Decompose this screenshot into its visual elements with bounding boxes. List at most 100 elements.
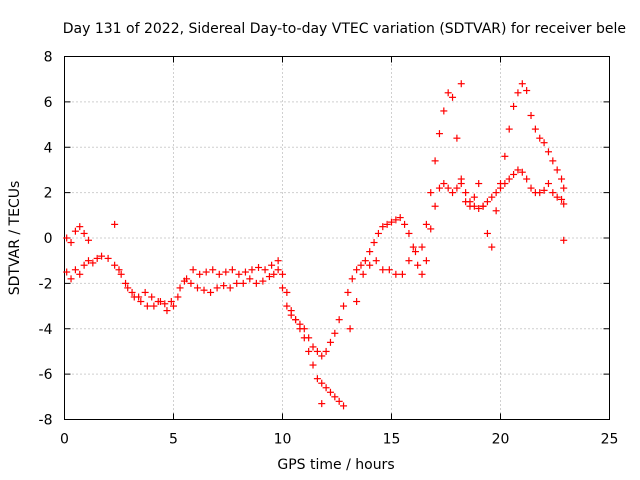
data-point-marker [187,279,195,287]
data-point-marker [270,270,278,278]
data-point-marker [453,184,461,192]
data-point-marker [111,220,119,228]
data-point-marker [383,220,391,228]
data-point-marker [488,193,496,201]
data-point-marker [396,214,404,222]
data-point-marker [501,152,509,160]
data-point-marker [235,270,243,278]
y-tick-label: 0 [44,231,53,247]
data-point-marker [313,347,321,355]
data-point-marker [401,220,409,228]
data-point-marker [200,286,208,294]
data-point-marker [222,268,230,276]
data-point-marker [248,266,256,274]
data-point-marker [540,186,548,194]
data-point-marker [560,200,568,208]
data-point-marker [246,275,254,283]
data-point-marker [359,270,367,278]
data-point-marker [353,266,361,274]
data-point-marker [220,282,228,290]
data-point-marker [63,268,71,276]
data-point-marker [209,266,217,274]
axis-ticks: 0 5 10 15 20 25 -8 -6 -4 -2 0 2 4 6 8 [39,50,619,448]
data-point-marker [161,300,169,308]
data-point-marker [279,284,286,292]
data-point-marker [193,284,201,292]
data-point-marker [540,139,548,147]
y-tick-label: 6 [44,95,53,111]
data-point-marker [89,259,97,267]
data-point-marker [462,198,470,206]
data-point-marker [411,248,419,256]
data-point-marker [357,261,365,269]
y-tick-label: -4 [39,322,53,338]
data-points [63,80,568,410]
data-point-marker [137,298,145,306]
data-point-marker [71,227,79,235]
data-point-marker [115,266,123,274]
data-point-marker [422,257,430,265]
data-point-marker [340,402,348,410]
data-point-marker [505,175,513,183]
data-point-marker [80,229,88,237]
data-point-marker [523,87,531,95]
data-point-marker [241,268,249,276]
data-point-marker [514,166,522,174]
data-point-marker [331,329,339,337]
data-point-marker [239,279,247,287]
x-tick-label: 0 [60,432,69,448]
data-point-marker [309,361,317,369]
data-point-marker [405,229,413,237]
data-point-marker [444,184,452,192]
data-point-marker [255,263,263,271]
data-point-marker [536,134,544,142]
data-point-marker [560,236,568,244]
data-point-marker [435,130,443,138]
data-point-marker [527,184,535,192]
x-tick-label: 15 [383,432,401,448]
data-point-marker [154,298,162,306]
data-point-marker [518,80,526,88]
data-point-marker [84,257,92,265]
data-point-marker [67,275,75,283]
data-point-marker [392,216,400,224]
data-point-marker [335,397,343,405]
data-point-marker [483,229,491,237]
data-point-marker [353,298,361,306]
grid-lines [64,56,610,420]
data-point-marker [122,279,130,287]
data-point-marker [340,302,348,310]
data-point-marker [492,207,500,215]
data-point-marker [449,189,457,197]
data-point-marker [457,175,465,183]
data-point-marker [67,239,75,247]
data-point-marker [176,284,184,292]
data-point-marker [374,229,382,237]
data-point-marker [549,189,557,197]
data-point-marker [128,288,136,296]
data-point-marker [431,202,439,210]
data-point-marker [326,388,334,396]
chart-title: Day 131 of 2022, Sidereal Day-to-day VTE… [63,21,626,37]
data-point-marker [167,298,175,306]
data-point-marker [379,266,387,274]
x-axis-label: GPS time / hours [277,457,394,473]
data-point-marker [268,261,276,269]
data-point-marker [544,180,552,188]
data-point-marker [283,288,291,296]
data-point-marker [98,252,106,260]
data-point-marker [63,234,71,242]
data-point-marker [135,293,143,301]
data-point-marker [283,302,291,310]
data-point-marker [148,293,156,301]
data-point-marker [488,243,496,251]
data-point-marker [143,302,151,310]
data-point-marker [449,93,457,101]
data-point-marker [379,223,387,231]
data-point-marker [510,102,518,110]
data-point-marker [207,288,215,296]
data-point-marker [318,400,326,408]
data-point-marker [274,266,282,274]
data-point-marker [470,193,478,201]
data-point-marker [440,180,448,188]
